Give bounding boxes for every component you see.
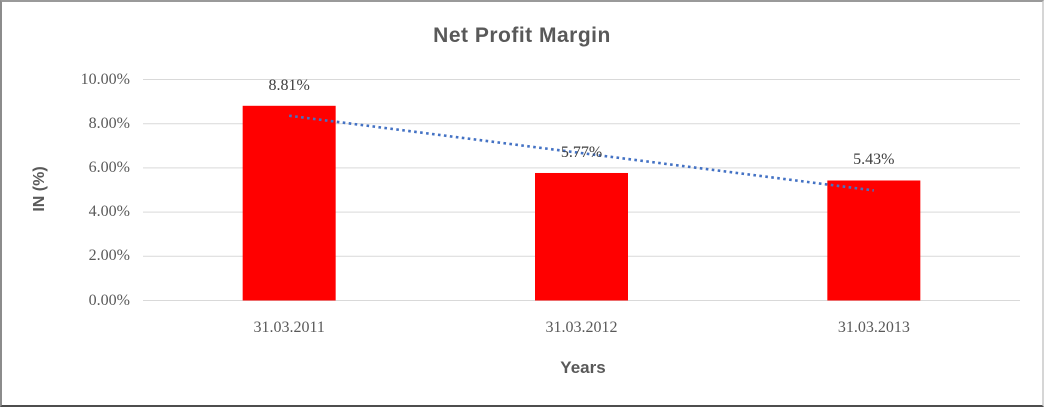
x-axis-title: Years	[560, 358, 606, 377]
data-label: 5.43%	[853, 151, 895, 169]
y-tick-label: 10.00%	[80, 70, 130, 88]
bar-31.03.2011	[242, 105, 336, 301]
data-label: 8.81%	[268, 76, 310, 94]
bar-31.03.2013	[827, 180, 921, 301]
x-tick-label: 31.03.2012	[545, 319, 618, 336]
y-tick-label: 4.00%	[88, 203, 130, 221]
y-tick-label: 8.00%	[88, 114, 130, 132]
bar-31.03.2012	[535, 172, 628, 301]
y-tick-label: 6.00%	[88, 158, 130, 176]
y-tick-label: 2.00%	[88, 247, 130, 265]
data-label: 5.77%	[560, 143, 603, 161]
trendline	[289, 114, 874, 192]
x-tick-label: 31.03.2013	[837, 319, 910, 336]
chart-title: Net Profit Margin	[433, 24, 611, 47]
y-tick-label: 0.00%	[88, 291, 130, 309]
x-tick-label: 31.03.2011	[253, 319, 325, 336]
